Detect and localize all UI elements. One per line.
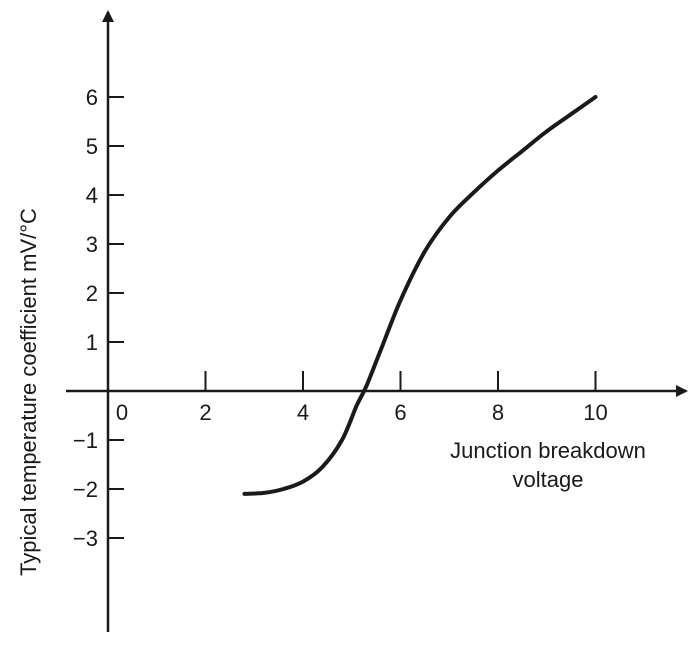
y-tick-label: −2 (73, 477, 98, 502)
x-tick-label: 4 (297, 400, 309, 425)
y-tick-label: 1 (86, 330, 98, 355)
x-tick-label: 0 (116, 400, 128, 425)
x-tick-label: 2 (199, 400, 211, 425)
ticks: 0 2 4 6 8 10 6 5 4 3 2 1 −1 −2 −3 (73, 85, 608, 551)
x-tick-label: 8 (492, 400, 504, 425)
x-tick-label: 10 (583, 400, 607, 425)
y-tick-label: −3 (73, 526, 98, 551)
axes (66, 10, 688, 632)
y-tick-label: 5 (86, 134, 98, 159)
series (242, 95, 598, 496)
y-tick-label: 3 (86, 232, 98, 257)
y-tick-label: 2 (86, 281, 98, 306)
x-tick-label: 6 (394, 400, 406, 425)
y-tick-label: 4 (86, 183, 98, 208)
x-axis-label-line2: voltage (513, 467, 584, 492)
series-line-0 (242, 95, 598, 496)
y-tick-label: −1 (73, 428, 98, 453)
y-tick-label: 6 (86, 85, 98, 110)
x-axis-label-line1: Junction breakdown (450, 438, 646, 463)
y-axis-label: Typical temperature coefficient mV/°C (16, 208, 41, 576)
